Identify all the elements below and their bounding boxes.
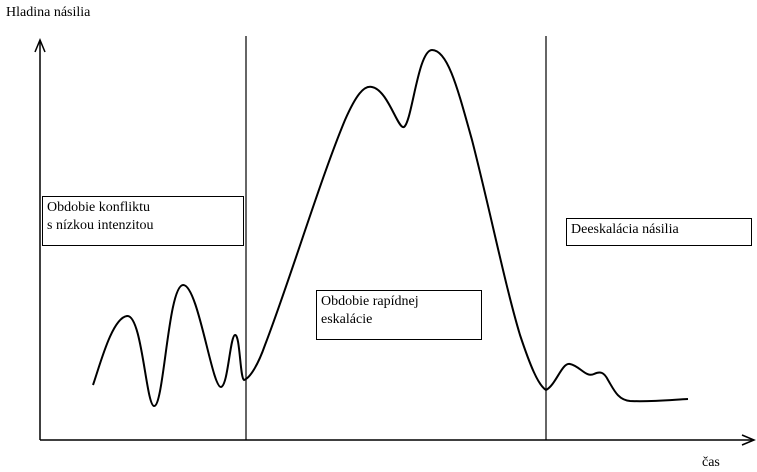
x-axis-label: čas — [702, 455, 720, 470]
y-axis-arrow — [34, 38, 46, 53]
phase-label-low-intensity: Obdobie konfliktu s nízkou intenzitou — [42, 196, 244, 246]
phase-label-rapid-escalation: Obdobie rapídnej eskalácie — [316, 290, 482, 340]
phase-label-deescalation: Deeskalácia násilia — [566, 218, 752, 246]
phase-label-line: s nízkou intenzitou — [47, 218, 154, 233]
y-axis-label: Hladina násilia — [6, 5, 91, 20]
x-axis-arrow — [741, 434, 756, 446]
phase-label-line: Deeskalácia násilia — [571, 222, 679, 237]
phase-label-line: eskalácie — [321, 312, 373, 327]
phase-label-line: Obdobie konfliktu — [47, 200, 151, 215]
phase-label-line: Obdobie rapídnej — [321, 294, 419, 309]
violence-level-curve — [92, 48, 689, 408]
